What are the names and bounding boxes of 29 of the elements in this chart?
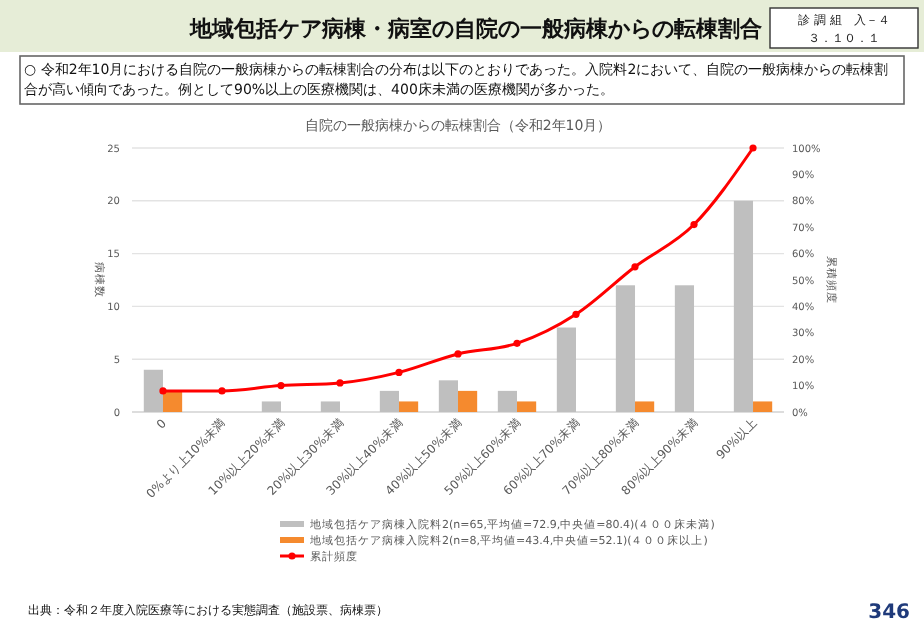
bar	[497, 390, 517, 412]
point	[749, 144, 757, 152]
bar	[379, 390, 399, 412]
bar	[399, 401, 419, 412]
bar	[674, 285, 695, 412]
point	[159, 387, 167, 395]
bar	[556, 327, 577, 412]
bar	[517, 401, 537, 412]
text: 346	[868, 602, 911, 624]
bar	[733, 200, 754, 412]
point	[513, 339, 521, 347]
point	[395, 368, 403, 376]
bar	[143, 369, 163, 412]
bar	[615, 285, 636, 412]
point	[218, 387, 226, 395]
point	[277, 382, 285, 390]
point	[572, 310, 580, 318]
point	[454, 350, 462, 358]
bar	[635, 401, 655, 412]
bar	[458, 390, 478, 412]
point	[690, 220, 698, 229]
bar	[162, 390, 183, 412]
bar	[438, 380, 458, 412]
bar	[320, 401, 340, 412]
point	[631, 263, 639, 271]
chart-title: 地域包括ケア病棟・病室の自院の一般病棟からの転棟割合	[188, 16, 764, 42]
bar	[261, 401, 281, 412]
point	[336, 379, 344, 387]
bar	[753, 401, 773, 412]
